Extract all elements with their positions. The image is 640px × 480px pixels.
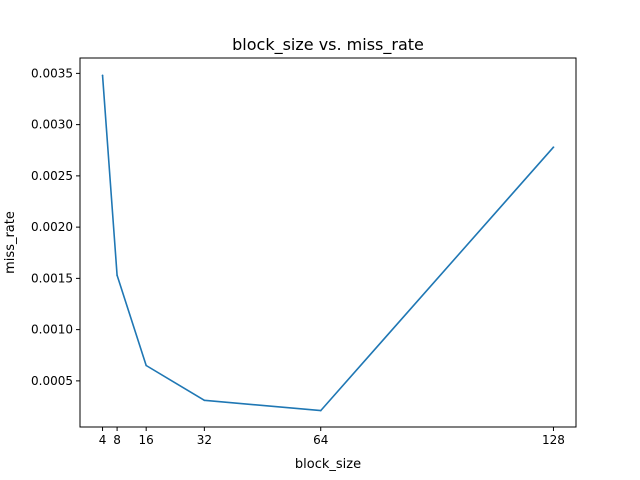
- plot-frame: [79, 57, 577, 428]
- data-point: [101, 74, 104, 77]
- x-tick-label: 32: [197, 433, 212, 447]
- y-tick-label: 0.0015: [31, 271, 73, 285]
- data-point: [145, 364, 147, 367]
- y-axis-label: miss_rate: [3, 211, 18, 274]
- y-tick-label: 0.0020: [31, 220, 73, 234]
- y-tick-label: 0.0010: [31, 323, 73, 337]
- y-tick-label: 0.0035: [31, 66, 73, 80]
- x-tick-label: 16: [139, 433, 154, 447]
- y-tick-label: 0.0030: [31, 118, 73, 132]
- x-tick-label: 64: [313, 433, 328, 447]
- series-layer: [101, 74, 555, 412]
- x-tick-label: 4: [99, 433, 107, 447]
- x-tick-label: 8: [113, 433, 121, 447]
- data-point: [319, 409, 322, 412]
- miss-rate-line: [101, 74, 555, 412]
- y-tick-label: 0.0005: [31, 374, 73, 388]
- data-point: [203, 399, 206, 402]
- data-point: [116, 274, 118, 277]
- x-axis-label: block_size: [295, 457, 361, 472]
- x-tick-label: 128: [542, 433, 565, 447]
- axis-ticks: 4 8 16 32 64 128 0.0005 0.0010 0.0015 0.0020 0.002…: [31, 66, 565, 447]
- chart-title: block_size vs. miss_rate: [232, 35, 424, 55]
- data-point: [552, 146, 555, 148]
- y-tick-label: 0.0025: [31, 169, 73, 183]
